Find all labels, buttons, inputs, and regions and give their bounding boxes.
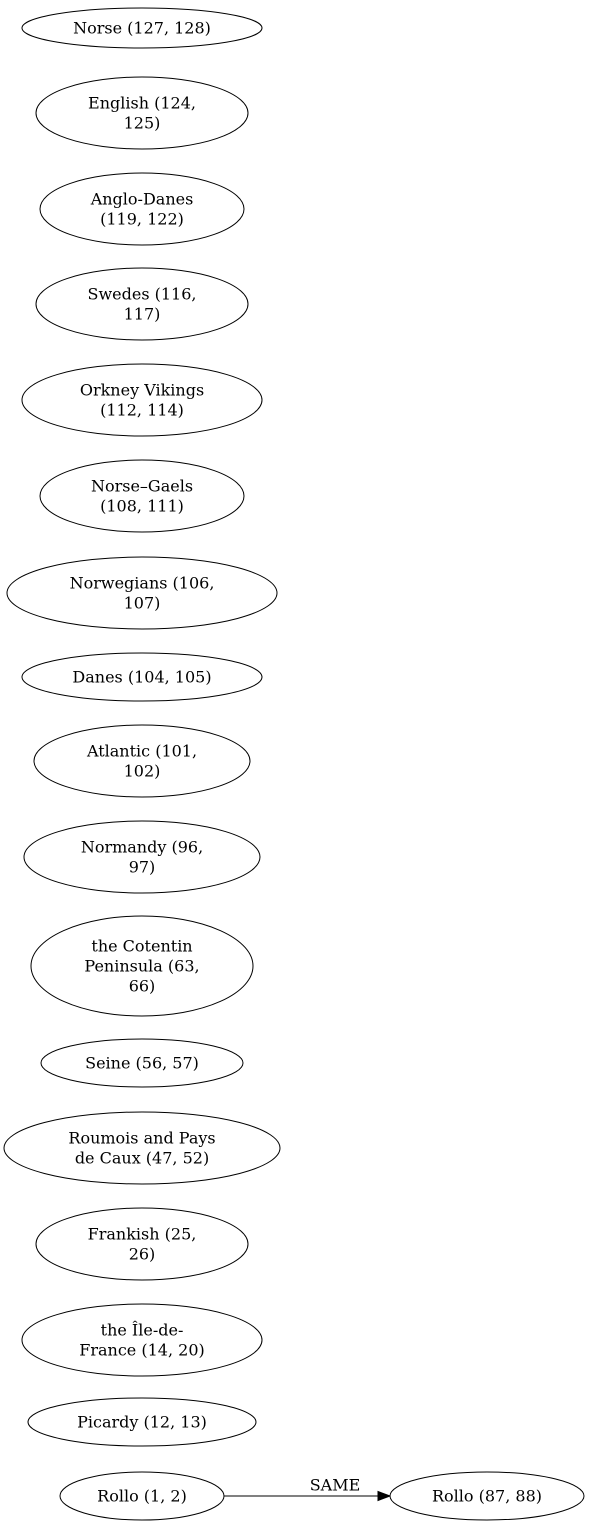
node-ellipse <box>30 915 254 1017</box>
node-label: (119, 122) <box>100 210 184 229</box>
node-label: Picardy (12, 13) <box>77 1413 207 1432</box>
node-label: Peninsula (63, <box>84 957 199 976</box>
node-ellipse <box>35 1207 249 1281</box>
node-label: Swedes (116, <box>88 285 197 304</box>
node-label: 26) <box>129 1245 156 1264</box>
node-ellipse <box>59 1471 225 1521</box>
node-label: Norwegians (106, <box>70 574 215 593</box>
graph-node-anglo-danes: Anglo-Danes(119, 122) <box>39 172 245 246</box>
graph-node-norwegians: Norwegians (106,107) <box>6 556 278 630</box>
node-label: France (14, 20) <box>79 1341 204 1360</box>
edge-label: SAME <box>310 1476 361 1495</box>
node-ellipse <box>21 7 263 49</box>
node-label: Rollo (87, 88) <box>432 1487 542 1506</box>
node-label: Anglo-Danes <box>90 190 194 209</box>
node-label: 66) <box>129 977 156 996</box>
node-label: 107) <box>124 594 161 613</box>
node-ellipse <box>39 172 245 246</box>
node-label: de Caux (47, 52) <box>75 1149 209 1168</box>
node-label: Norse–Gaels <box>91 477 193 496</box>
node-label: Seine (56, 57) <box>85 1054 199 1073</box>
graph-node-ile-de-france: the Île-de-France (14, 20) <box>21 1303 263 1377</box>
node-label: Rollo (1, 2) <box>97 1487 187 1506</box>
node-label: English (124, <box>88 94 196 113</box>
node-label: (108, 111) <box>100 497 184 516</box>
graph-node-norse: Norse (127, 128) <box>21 7 263 49</box>
node-label: 97) <box>129 858 156 877</box>
graph-node-danes: Danes (104, 105) <box>21 652 263 702</box>
node-label: Roumois and Pays <box>68 1129 215 1148</box>
node-label: the Cotentin <box>91 937 192 956</box>
node-label: 102) <box>124 762 161 781</box>
node-ellipse <box>35 267 249 341</box>
graph-node-english: English (124,125) <box>35 76 249 150</box>
edges-layer: SAME <box>224 1476 392 1502</box>
node-label: 125) <box>124 114 161 133</box>
node-label: Orkney Vikings <box>80 381 204 400</box>
nodes-layer: Norse (127, 128) English (124,125) Anglo-D… <box>3 7 585 1521</box>
node-label: Atlantic (101, <box>86 742 197 761</box>
node-label: the Île-de- <box>101 1320 184 1340</box>
node-label: Normandy (96, <box>81 838 203 857</box>
graph-node-rollo-87-88: Rollo (87, 88) <box>389 1471 585 1521</box>
node-label: Danes (104, 105) <box>72 668 211 687</box>
node-ellipse <box>389 1471 585 1521</box>
graph-node-norse-gaels: Norse–Gaels(108, 111) <box>39 459 245 533</box>
node-ellipse <box>3 1111 281 1185</box>
node-ellipse <box>21 1303 263 1377</box>
node-ellipse <box>21 363 263 437</box>
graph-node-swedes: Swedes (116,117) <box>35 267 249 341</box>
node-ellipse <box>40 1038 244 1088</box>
graph-node-atlantic: Atlantic (101,102) <box>33 724 251 798</box>
node-ellipse <box>21 652 263 702</box>
edge-arrowhead <box>377 1490 392 1502</box>
node-ellipse <box>23 820 261 894</box>
graph-edge-rollo-1-2-to-rollo-87-88: SAME <box>224 1476 392 1502</box>
node-label: Norse (127, 128) <box>73 19 211 38</box>
graph-node-picardy: Picardy (12, 13) <box>27 1397 257 1447</box>
node-ellipse <box>39 459 245 533</box>
graph-node-rollo-1-2: Rollo (1, 2) <box>59 1471 225 1521</box>
graph-node-seine: Seine (56, 57) <box>40 1038 244 1088</box>
node-label: (112, 114) <box>100 401 184 420</box>
node-label: 117) <box>124 305 161 324</box>
graph-node-normandy: Normandy (96,97) <box>23 820 261 894</box>
node-ellipse <box>6 556 278 630</box>
node-ellipse <box>35 76 249 150</box>
node-ellipse <box>27 1397 257 1447</box>
graph-node-orkney-vikings: Orkney Vikings(112, 114) <box>21 363 263 437</box>
node-ellipse <box>33 724 251 798</box>
graph-node-frankish: Frankish (25,26) <box>35 1207 249 1281</box>
node-label: Frankish (25, <box>88 1225 197 1244</box>
